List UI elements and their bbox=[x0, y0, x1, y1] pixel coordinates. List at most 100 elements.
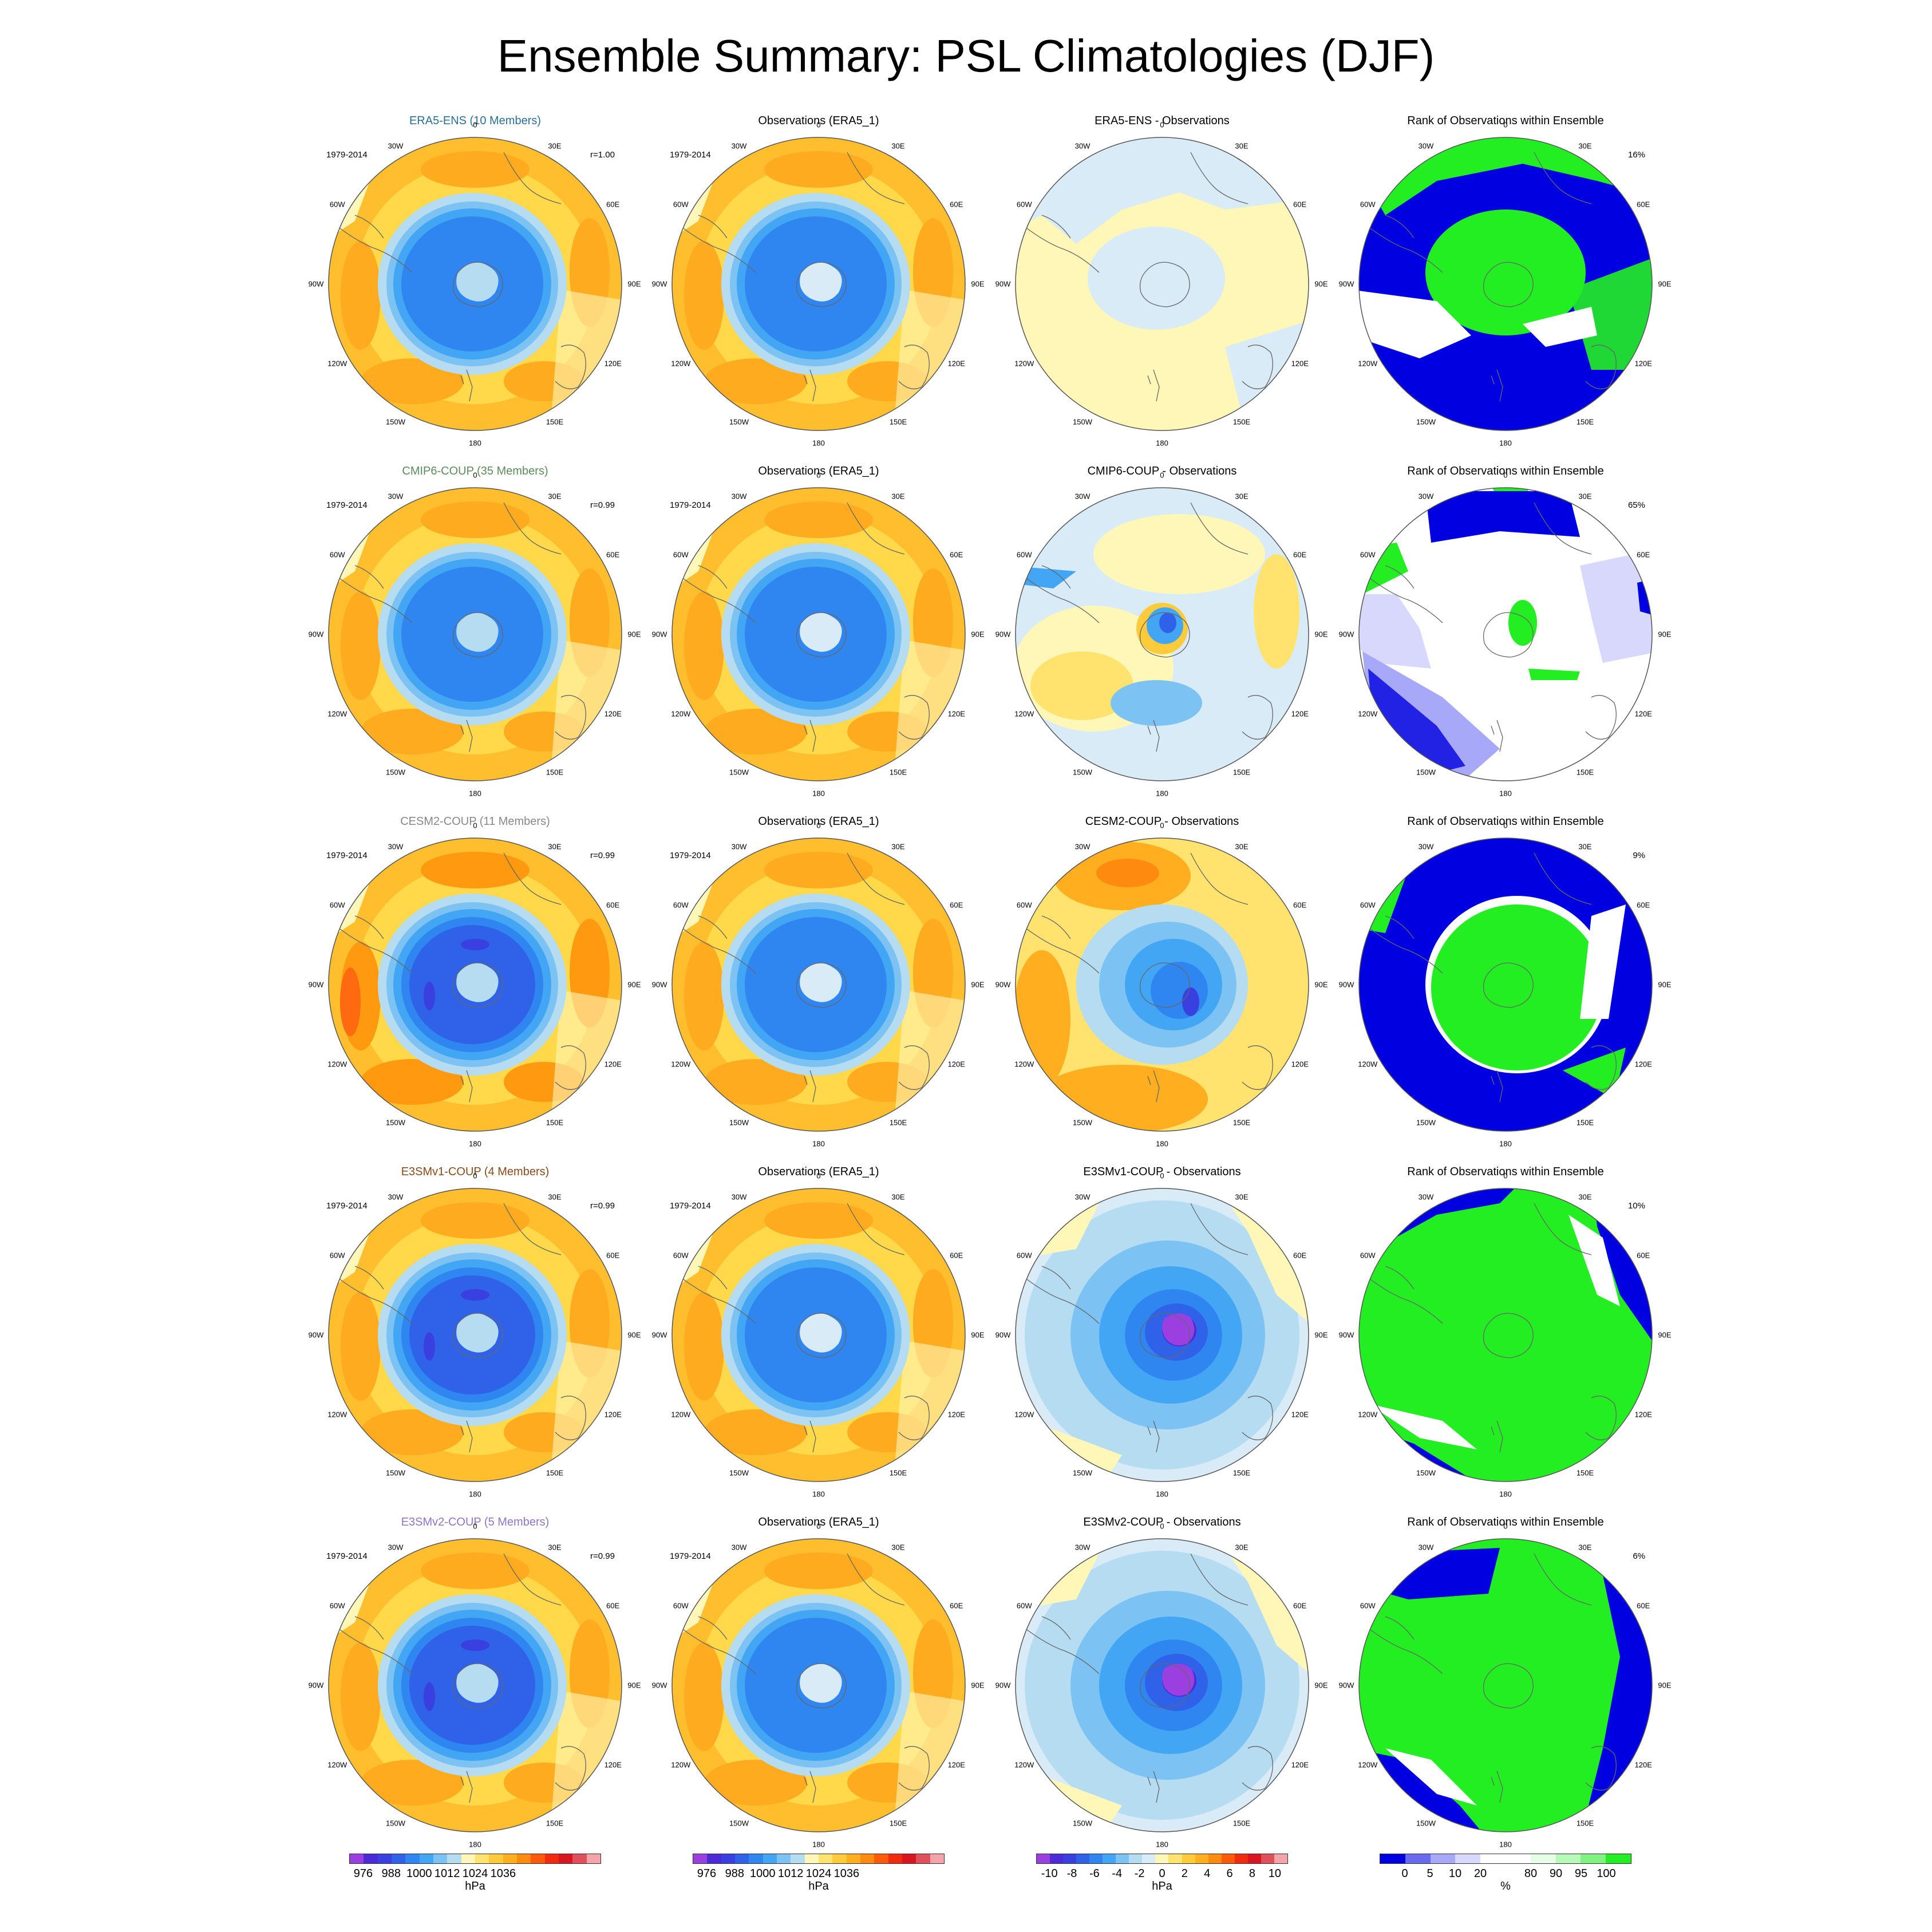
longitude-label: 150E bbox=[546, 1468, 564, 1477]
longitude-label: 120W bbox=[1014, 1410, 1034, 1419]
longitude-label: 90W bbox=[995, 630, 1011, 639]
south-america-outline bbox=[1368, 1616, 1443, 1674]
longitude-label: 0 bbox=[1503, 120, 1508, 129]
longitude-label: 60W bbox=[1016, 900, 1032, 910]
longitude-label: 90W bbox=[651, 279, 667, 289]
australia-outline bbox=[1242, 1746, 1273, 1791]
south-america-outline bbox=[1024, 215, 1100, 273]
panel-obs-4: Observations (ERA5_1) 1979-2014 0 30E 60E 90E… bbox=[652, 1516, 985, 1859]
longitude-label: 120E bbox=[1291, 709, 1309, 718]
longitude-label: 150W bbox=[386, 1819, 405, 1828]
ens-polar-map bbox=[328, 1188, 622, 1482]
color-swatch bbox=[776, 1854, 791, 1863]
rank-percent-label: 16% bbox=[1627, 150, 1645, 160]
obs-polar-map bbox=[671, 137, 966, 431]
south-america-outline bbox=[681, 1266, 756, 1324]
high-pressure-cell bbox=[341, 1292, 381, 1401]
longitude-label: 120E bbox=[604, 1760, 622, 1769]
color-swatch bbox=[350, 1854, 364, 1863]
australia-outline bbox=[555, 1045, 586, 1090]
ens-polar-map bbox=[328, 1538, 622, 1832]
longitude-label: 120E bbox=[1291, 1410, 1309, 1419]
longitude-label: 90W bbox=[651, 630, 667, 639]
positive-difference-region bbox=[1093, 514, 1265, 594]
longitude-label: 0 bbox=[816, 471, 821, 480]
rank-polar-map bbox=[1358, 137, 1653, 431]
colorbar-swatches bbox=[1036, 1854, 1288, 1864]
longitude-label: 60E bbox=[950, 1251, 963, 1260]
longitude-label: 90W bbox=[1338, 279, 1354, 289]
subtropical-high-ring bbox=[329, 1539, 622, 1832]
south-america-outline bbox=[1368, 1266, 1443, 1324]
antarctica-outline bbox=[1483, 612, 1534, 658]
longitude-label: 120E bbox=[947, 1760, 965, 1769]
diff-polar-map bbox=[1015, 837, 1309, 1132]
new-zealand-outline bbox=[1147, 369, 1160, 402]
longitude-label: 30E bbox=[891, 1192, 905, 1202]
antarctic-plateau bbox=[800, 1313, 842, 1353]
longitude-label: 30W bbox=[731, 141, 747, 151]
longitude-label: 60W bbox=[1360, 550, 1376, 559]
longitude-label: 30W bbox=[388, 1543, 404, 1552]
high-pressure-cell bbox=[421, 151, 530, 188]
map-boundary bbox=[1358, 1538, 1653, 1832]
period-label: 1979-2014 bbox=[326, 851, 368, 860]
longitude-label: 180 bbox=[469, 1139, 481, 1148]
obs-polar-map bbox=[671, 1538, 966, 1832]
longitude-label: 120E bbox=[947, 359, 965, 368]
high-rank-region bbox=[1528, 669, 1580, 680]
new-zealand-outline bbox=[460, 369, 473, 402]
color-swatch bbox=[558, 1854, 573, 1863]
panel-title: E3SMv1-COUP - Observations bbox=[1083, 1165, 1241, 1178]
south-america-outline bbox=[1024, 1616, 1100, 1674]
colorbar-tick-label: -8 bbox=[1066, 1867, 1077, 1880]
color-swatch bbox=[1405, 1854, 1431, 1863]
longitude-label: 60W bbox=[329, 900, 345, 910]
panel-diff-2: CESM2-COUP - Observations 0 30E 60E 90E 120E 1… bbox=[995, 815, 1328, 1159]
color-swatch bbox=[1076, 1854, 1090, 1863]
rank-percent-label: 9% bbox=[1633, 851, 1645, 860]
mid-rank-region bbox=[1568, 1215, 1620, 1306]
longitude-label: 30W bbox=[1418, 141, 1434, 151]
color-swatch bbox=[1168, 1854, 1182, 1863]
color-swatch bbox=[1274, 1854, 1287, 1863]
longitude-label: 150E bbox=[889, 1468, 907, 1477]
high-pressure-cell bbox=[684, 241, 724, 350]
deep-low-core bbox=[461, 1639, 489, 1651]
subtropical-high-ring bbox=[672, 488, 965, 781]
longitude-label: 180 bbox=[469, 1840, 481, 1849]
diff-polar-map bbox=[1015, 137, 1309, 431]
south-america-outline bbox=[1368, 215, 1443, 273]
longitude-label: 30E bbox=[548, 492, 562, 501]
color-swatch bbox=[1063, 1854, 1077, 1863]
period-label: 1979-2014 bbox=[326, 150, 368, 160]
positive-difference-region bbox=[1096, 859, 1159, 887]
panel-ens-2: CESM2-COUP (11 Members) 1979-2014 r=0.99 0 3… bbox=[309, 815, 641, 1159]
longitude-label: 180 bbox=[812, 789, 825, 798]
longitude-label: 180 bbox=[1156, 1840, 1168, 1849]
antarctica-outline bbox=[1483, 1313, 1534, 1358]
longitude-label: 150W bbox=[1416, 1468, 1436, 1477]
longitude-label: 150W bbox=[386, 768, 405, 777]
antarctica-outline bbox=[1483, 962, 1534, 1008]
high-pressure-cell bbox=[361, 1059, 464, 1105]
longitude-label: 90W bbox=[308, 980, 324, 989]
longitude-label: 120W bbox=[1014, 1060, 1034, 1069]
longitude-label: 150W bbox=[1073, 1468, 1092, 1477]
panel-title: CESM2-COUP - Observations bbox=[1085, 815, 1239, 828]
longitude-label: 90E bbox=[627, 279, 641, 289]
longitude-label: 30W bbox=[731, 1543, 747, 1552]
south-america-outline bbox=[1368, 565, 1443, 623]
longitude-label: 30W bbox=[731, 492, 747, 501]
longitude-label: 90E bbox=[1658, 1330, 1672, 1340]
map-boundary bbox=[328, 487, 622, 781]
longitude-label: 60E bbox=[950, 550, 963, 559]
map-boundary bbox=[1015, 837, 1309, 1132]
longitude-label: 30W bbox=[731, 1192, 747, 1202]
longitude-label: 60W bbox=[329, 1251, 345, 1260]
south-america-outline bbox=[681, 565, 756, 623]
longitude-label: 0 bbox=[816, 821, 821, 830]
new-zealand-outline bbox=[1147, 1420, 1160, 1453]
longitude-label: 0 bbox=[1503, 1171, 1508, 1180]
new-zealand-outline bbox=[1491, 1420, 1503, 1453]
